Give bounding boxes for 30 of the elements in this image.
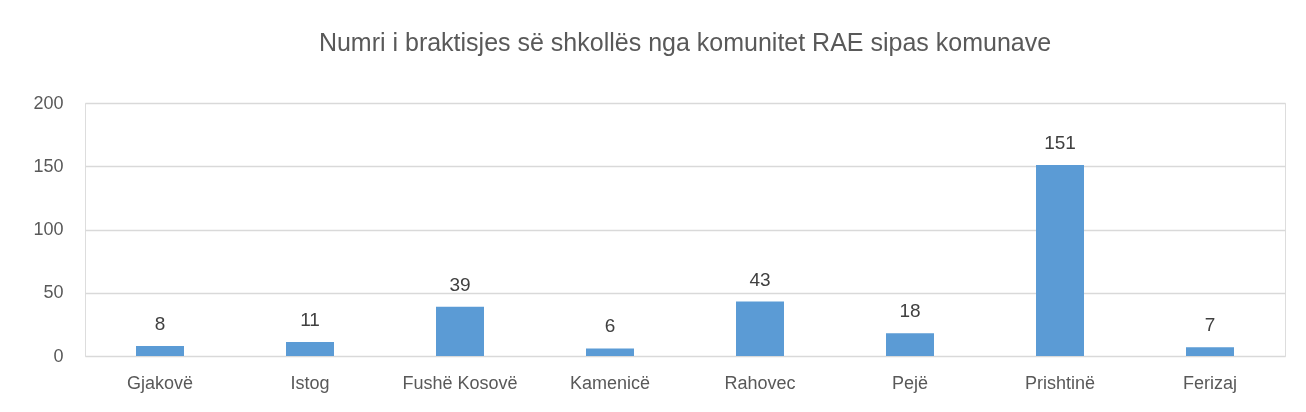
x-tick-label: Istog xyxy=(290,372,330,393)
bar xyxy=(886,333,934,356)
bar xyxy=(1036,164,1084,356)
x-tick-label: Fushë Kosovë xyxy=(402,372,518,393)
bar xyxy=(586,348,634,356)
x-tick-label: Gjakovë xyxy=(126,372,194,393)
bar xyxy=(286,342,334,356)
data-label: 7 xyxy=(1204,314,1216,336)
data-label: 151 xyxy=(1044,131,1076,153)
y-tick-label: 0 xyxy=(53,345,64,366)
x-tick-label: Prishtinë xyxy=(1024,372,1096,393)
bar xyxy=(436,306,484,356)
y-tick-label: 100 xyxy=(33,219,64,239)
data-label: 39 xyxy=(449,273,471,295)
y-tick-label: 150 xyxy=(33,155,64,176)
x-tick-label: Rahovec xyxy=(724,372,796,393)
data-label: 8 xyxy=(154,312,166,334)
bar xyxy=(736,301,784,356)
x-tick-label: Ferizaj xyxy=(1182,372,1238,393)
x-tick-label: Pejë xyxy=(891,372,929,393)
bar xyxy=(136,345,184,356)
data-label: 6 xyxy=(604,315,616,337)
data-label: 11 xyxy=(300,309,320,331)
data-label: 43 xyxy=(749,268,771,290)
y-tick-label: 200 xyxy=(33,92,64,113)
chart-title: Numri i braktisjes së shkollës nga komunitet RAE sipas komunave xyxy=(318,28,1052,56)
x-tick-label: Kamenicë xyxy=(569,372,651,393)
bar xyxy=(1186,347,1234,356)
data-label: 18 xyxy=(899,300,921,322)
y-tick-label: 50 xyxy=(43,282,64,303)
